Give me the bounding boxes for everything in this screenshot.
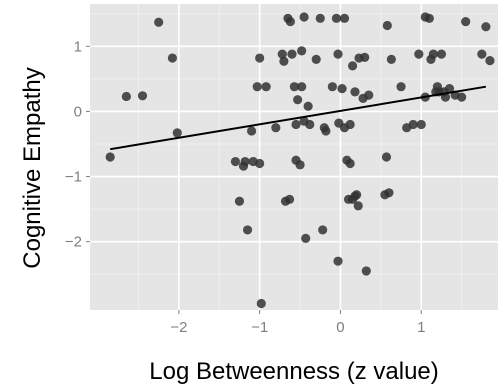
data-point [321, 126, 331, 136]
data-point [485, 56, 495, 66]
data-point [436, 49, 447, 59]
x-axis-ticks: −2 −1 0 1 [170, 310, 425, 336]
data-point [230, 156, 241, 167]
data-point [293, 95, 303, 105]
data-point [255, 53, 265, 63]
data-point [327, 82, 337, 92]
data-point [284, 194, 295, 204]
data-point [353, 201, 363, 211]
data-point [121, 91, 131, 102]
data-point [461, 16, 471, 27]
data-point [339, 13, 350, 23]
data-point [295, 160, 305, 170]
data-point [291, 119, 301, 130]
data-point [301, 233, 311, 243]
data-point [333, 49, 343, 59]
data-point [289, 82, 300, 92]
data-point [287, 49, 297, 59]
data-point [172, 128, 182, 138]
minor-gridlines [90, 4, 498, 310]
data-point [444, 84, 455, 94]
data-point [246, 126, 257, 136]
data-point [285, 16, 295, 27]
data-point [345, 158, 355, 169]
regression-line [110, 85, 487, 151]
data-point [386, 54, 396, 64]
x-tick-label: −2 [170, 319, 187, 336]
data-point [271, 123, 281, 133]
y-axis-ticks: −2 −1 0 1 [65, 38, 90, 251]
data-point [337, 84, 347, 94]
data-point [345, 119, 355, 130]
data-point [360, 52, 370, 62]
data-point [414, 49, 424, 59]
data-point [255, 158, 265, 169]
data-point [234, 196, 245, 206]
data-point [279, 56, 289, 66]
data-point [297, 46, 307, 56]
data-point [477, 49, 487, 59]
y-tick-label: −2 [65, 234, 82, 251]
y-tick-label: 1 [74, 38, 82, 55]
data-point [305, 119, 315, 130]
data-point [333, 256, 343, 266]
data-point [350, 87, 360, 97]
data-point [352, 190, 362, 200]
data-point [297, 82, 307, 92]
data-point [311, 54, 321, 64]
data-point [252, 82, 262, 92]
data-point [167, 53, 178, 63]
data-point [256, 298, 266, 309]
data-point [361, 266, 371, 276]
data-point [261, 82, 271, 92]
y-tick-label: −1 [65, 169, 82, 186]
x-tick-label: −1 [251, 319, 268, 336]
data-point [299, 12, 309, 22]
y-axis-title: Cognitive Empathy [19, 67, 46, 268]
data-point [105, 152, 115, 162]
data-point [481, 22, 491, 32]
data-point [242, 225, 253, 235]
data-point [396, 82, 406, 92]
data-point [318, 225, 328, 235]
data-point [364, 90, 374, 100]
data-points [105, 12, 495, 309]
data-point [424, 13, 434, 23]
data-point [416, 119, 426, 130]
x-tick-label: 0 [336, 319, 344, 336]
y-tick-label: 0 [74, 103, 82, 120]
data-point [137, 91, 148, 101]
data-point [457, 92, 467, 102]
data-point [428, 49, 438, 59]
data-point [382, 20, 392, 31]
data-point [347, 61, 358, 71]
data-point [154, 17, 164, 27]
data-point [384, 188, 394, 198]
data-point [303, 101, 313, 111]
data-point [277, 49, 287, 59]
data-point [240, 156, 250, 167]
x-axis-title: Log Betweenness (z value) [149, 358, 439, 385]
data-point [315, 13, 325, 23]
data-point [408, 119, 418, 130]
data-point [331, 13, 342, 23]
data-point [381, 152, 392, 162]
x-tick-label: 1 [417, 319, 425, 336]
